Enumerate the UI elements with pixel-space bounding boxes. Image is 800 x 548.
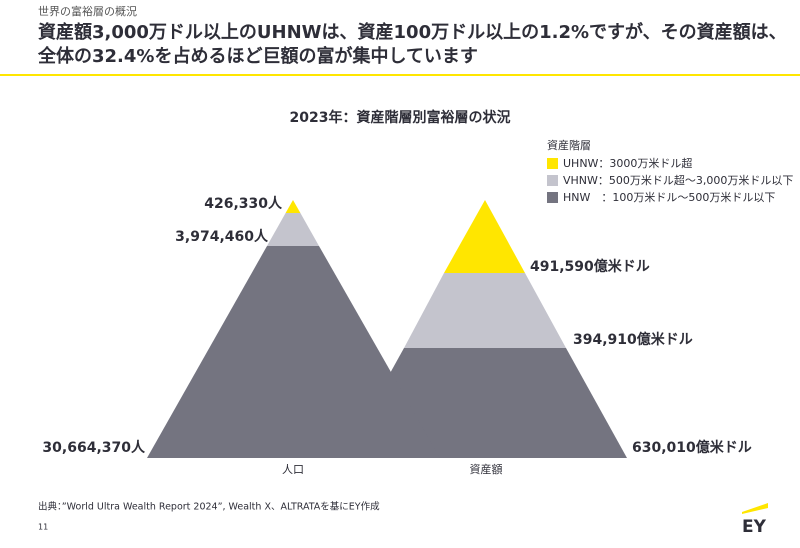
segment-label: 426,330人 <box>204 195 283 212</box>
source: 出典：”World Ultra Wealth Report 2024”, Wea… <box>38 501 380 513</box>
pyramid-segment <box>444 200 525 273</box>
logo: EY <box>742 517 767 537</box>
chart-title: 2023年：資産階層別富裕層の状況 <box>290 109 511 126</box>
legend-swatch <box>547 175 558 186</box>
segment-label: 630,010億米ドル <box>632 439 752 456</box>
segment-label: 394,910億米ドル <box>573 331 693 348</box>
logo-mark <box>742 503 768 514</box>
legend-swatch <box>547 158 558 169</box>
pyramid-label: 資産額 <box>470 463 503 476</box>
page-number: 11 <box>38 523 48 532</box>
pyramid-segment <box>147 246 440 458</box>
segment-label: 3,974,460人 <box>175 228 269 245</box>
pyramid-segment <box>285 200 301 213</box>
pyramid-segment <box>267 213 319 246</box>
legend-swatch <box>547 192 558 203</box>
title-line: 全体の32.4%を占めるほど巨額の富が集中しています <box>37 45 478 67</box>
pyramid-segment <box>404 273 566 348</box>
title-rule <box>0 74 800 76</box>
breadcrumb: 世界の富裕層の概況 <box>38 4 137 18</box>
legend-entry: HNW ：100万米ドル～500万米ドル以下 <box>563 191 775 204</box>
segment-label: 30,664,370人 <box>42 439 146 456</box>
legend-entry: VHNW：500万米ドル超～3,000万米ドル以下 <box>563 173 793 187</box>
segment-label: 491,590億米ドル <box>530 258 650 275</box>
title-line: 資産額3,000万ドル以上のUHNWは、資産100万ドル以上の1.2%ですが、そ… <box>38 21 787 43</box>
legend-title: 資産階層 <box>547 138 591 152</box>
pyramid-label: 人口 <box>282 463 304 476</box>
legend-entry: UHNW：3000万米ドル超 <box>563 156 692 170</box>
